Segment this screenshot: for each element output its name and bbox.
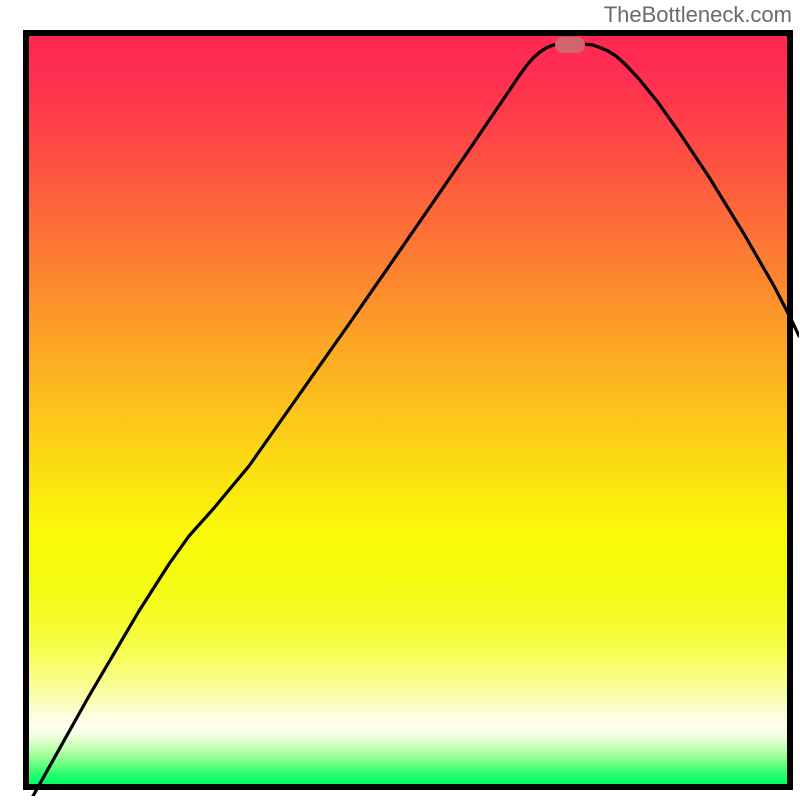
- chart-curve-path: [33, 44, 799, 796]
- chart-plot-area: [23, 30, 793, 790]
- chart-minimum-marker: [555, 37, 585, 53]
- watermark-text: TheBottleneck.com: [604, 2, 792, 28]
- chart-curve-svg: [29, 36, 799, 796]
